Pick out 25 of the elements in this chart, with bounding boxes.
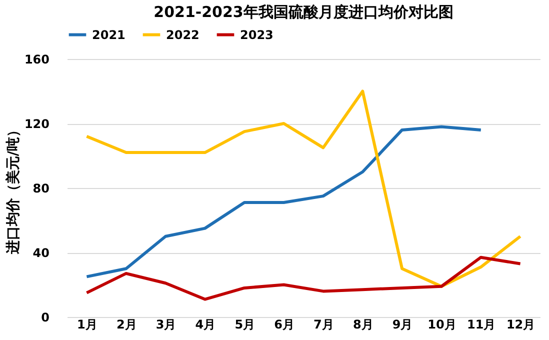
legend-label: 2022 [166, 28, 200, 42]
line-series [85, 256, 522, 301]
y-tick-label: 120 [24, 117, 50, 131]
line-series [85, 90, 522, 288]
x-tick-label: 7月 [314, 318, 334, 332]
x-tick-label: 12月 [506, 318, 536, 332]
legend-label: 2021 [92, 28, 126, 42]
y-tick-label: 40 [32, 246, 50, 260]
x-tick-label: 6月 [274, 318, 294, 332]
line-series [85, 125, 482, 278]
y-tick-label: 160 [24, 52, 50, 66]
x-tick-label: 10月 [428, 318, 456, 332]
x-tick-label: 5月 [234, 318, 256, 332]
y-axis-title: 进口均价（美元/吨） [4, 122, 22, 256]
x-tick-label: 3月 [156, 318, 176, 332]
y-tick-label: 80 [32, 182, 50, 196]
chart-title: 2021-2023年我国硫酸月度进口均价对比图 [154, 3, 454, 21]
x-tick-label: 9月 [392, 318, 413, 332]
x-tick-label: 4月 [195, 318, 216, 332]
x-tick-label: 8月 [352, 318, 374, 332]
x-tick-label: 2月 [116, 318, 137, 332]
x-tick-label: 11月 [467, 318, 496, 332]
legend-label: 2023 [240, 28, 274, 42]
y-tick-label: 0 [41, 310, 50, 324]
x-tick-label: 1月 [77, 318, 98, 332]
